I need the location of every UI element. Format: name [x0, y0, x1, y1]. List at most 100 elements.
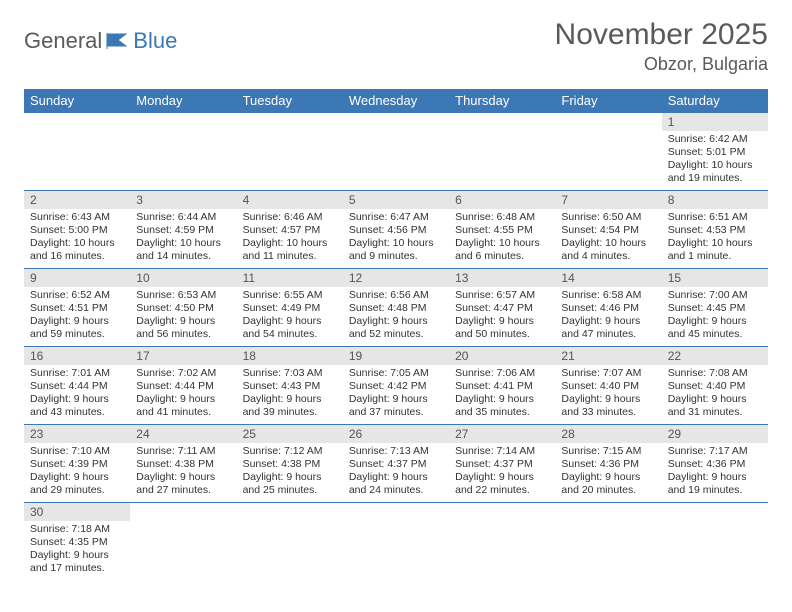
day-number: 21	[555, 347, 661, 365]
calendar-day-cell	[449, 503, 555, 581]
calendar-day-cell: 4Sunrise: 6:46 AMSunset: 4:57 PMDaylight…	[237, 191, 343, 269]
day-number: 4	[237, 191, 343, 209]
calendar-day-cell: 16Sunrise: 7:01 AMSunset: 4:44 PMDayligh…	[24, 347, 130, 425]
day-details: Sunrise: 7:00 AMSunset: 4:45 PMDaylight:…	[662, 287, 768, 346]
calendar-day-cell	[343, 503, 449, 581]
daylight-text: Daylight: 9 hours and 52 minutes.	[349, 315, 443, 341]
calendar-day-cell: 27Sunrise: 7:14 AMSunset: 4:37 PMDayligh…	[449, 425, 555, 503]
daylight-text: Daylight: 9 hours and 47 minutes.	[561, 315, 655, 341]
day-details: Sunrise: 7:06 AMSunset: 4:41 PMDaylight:…	[449, 365, 555, 424]
sunset-text: Sunset: 4:59 PM	[136, 224, 230, 237]
sunset-text: Sunset: 4:44 PM	[30, 380, 124, 393]
sunset-text: Sunset: 4:37 PM	[455, 458, 549, 471]
day-number: 22	[662, 347, 768, 365]
sunset-text: Sunset: 4:51 PM	[30, 302, 124, 315]
calendar-day-cell: 24Sunrise: 7:11 AMSunset: 4:38 PMDayligh…	[130, 425, 236, 503]
daylight-text: Daylight: 10 hours and 1 minute.	[668, 237, 762, 263]
calendar-week-row: 23Sunrise: 7:10 AMSunset: 4:39 PMDayligh…	[24, 425, 768, 503]
calendar-day-cell: 29Sunrise: 7:17 AMSunset: 4:36 PMDayligh…	[662, 425, 768, 503]
daylight-text: Daylight: 9 hours and 22 minutes.	[455, 471, 549, 497]
calendar-day-cell: 7Sunrise: 6:50 AMSunset: 4:54 PMDaylight…	[555, 191, 661, 269]
daylight-text: Daylight: 9 hours and 33 minutes.	[561, 393, 655, 419]
calendar-day-cell: 5Sunrise: 6:47 AMSunset: 4:56 PMDaylight…	[343, 191, 449, 269]
daylight-text: Daylight: 10 hours and 16 minutes.	[30, 237, 124, 263]
calendar-body: 1Sunrise: 6:42 AMSunset: 5:01 PMDaylight…	[24, 113, 768, 581]
sunrise-text: Sunrise: 6:55 AM	[243, 289, 337, 302]
header: General Blue November 2025 Obzor, Bulgar…	[24, 18, 768, 75]
sunrise-text: Sunrise: 6:47 AM	[349, 211, 443, 224]
sunrise-text: Sunrise: 7:06 AM	[455, 367, 549, 380]
weekday-header: Tuesday	[237, 89, 343, 113]
day-details: Sunrise: 7:13 AMSunset: 4:37 PMDaylight:…	[343, 443, 449, 502]
weekday-header: Sunday	[24, 89, 130, 113]
day-details: Sunrise: 6:53 AMSunset: 4:50 PMDaylight:…	[130, 287, 236, 346]
sunset-text: Sunset: 4:57 PM	[243, 224, 337, 237]
sunset-text: Sunset: 4:40 PM	[561, 380, 655, 393]
day-number: 9	[24, 269, 130, 287]
title-block: November 2025 Obzor, Bulgaria	[555, 18, 768, 75]
calendar-day-cell: 11Sunrise: 6:55 AMSunset: 4:49 PMDayligh…	[237, 269, 343, 347]
calendar-day-cell: 28Sunrise: 7:15 AMSunset: 4:36 PMDayligh…	[555, 425, 661, 503]
daylight-text: Daylight: 10 hours and 6 minutes.	[455, 237, 549, 263]
day-number: 12	[343, 269, 449, 287]
sunset-text: Sunset: 4:35 PM	[30, 536, 124, 549]
day-details: Sunrise: 6:51 AMSunset: 4:53 PMDaylight:…	[662, 209, 768, 268]
weekday-header: Friday	[555, 89, 661, 113]
sunrise-text: Sunrise: 7:00 AM	[668, 289, 762, 302]
sunset-text: Sunset: 4:39 PM	[30, 458, 124, 471]
day-details: Sunrise: 7:02 AMSunset: 4:44 PMDaylight:…	[130, 365, 236, 424]
weekday-header: Thursday	[449, 89, 555, 113]
calendar-day-cell: 23Sunrise: 7:10 AMSunset: 4:39 PMDayligh…	[24, 425, 130, 503]
calendar-week-row: 9Sunrise: 6:52 AMSunset: 4:51 PMDaylight…	[24, 269, 768, 347]
day-details: Sunrise: 7:07 AMSunset: 4:40 PMDaylight:…	[555, 365, 661, 424]
sunset-text: Sunset: 4:41 PM	[455, 380, 549, 393]
day-details: Sunrise: 6:44 AMSunset: 4:59 PMDaylight:…	[130, 209, 236, 268]
sunrise-text: Sunrise: 7:11 AM	[136, 445, 230, 458]
sunrise-text: Sunrise: 6:51 AM	[668, 211, 762, 224]
day-details: Sunrise: 6:48 AMSunset: 4:55 PMDaylight:…	[449, 209, 555, 268]
day-details: Sunrise: 7:08 AMSunset: 4:40 PMDaylight:…	[662, 365, 768, 424]
sunrise-text: Sunrise: 6:50 AM	[561, 211, 655, 224]
day-number: 5	[343, 191, 449, 209]
location-label: Obzor, Bulgaria	[555, 54, 768, 75]
day-number: 23	[24, 425, 130, 443]
day-details: Sunrise: 6:43 AMSunset: 5:00 PMDaylight:…	[24, 209, 130, 268]
day-number: 25	[237, 425, 343, 443]
sunrise-text: Sunrise: 7:01 AM	[30, 367, 124, 380]
calendar-day-cell: 3Sunrise: 6:44 AMSunset: 4:59 PMDaylight…	[130, 191, 236, 269]
daylight-text: Daylight: 9 hours and 17 minutes.	[30, 549, 124, 575]
day-details: Sunrise: 6:46 AMSunset: 4:57 PMDaylight:…	[237, 209, 343, 268]
sunset-text: Sunset: 4:38 PM	[243, 458, 337, 471]
sunset-text: Sunset: 4:56 PM	[349, 224, 443, 237]
day-number: 27	[449, 425, 555, 443]
day-details: Sunrise: 6:56 AMSunset: 4:48 PMDaylight:…	[343, 287, 449, 346]
sunset-text: Sunset: 4:40 PM	[668, 380, 762, 393]
day-number: 15	[662, 269, 768, 287]
daylight-text: Daylight: 9 hours and 35 minutes.	[455, 393, 549, 419]
day-number: 19	[343, 347, 449, 365]
sunset-text: Sunset: 4:48 PM	[349, 302, 443, 315]
calendar-day-cell: 20Sunrise: 7:06 AMSunset: 4:41 PMDayligh…	[449, 347, 555, 425]
day-details: Sunrise: 7:17 AMSunset: 4:36 PMDaylight:…	[662, 443, 768, 502]
day-number: 7	[555, 191, 661, 209]
sunset-text: Sunset: 4:49 PM	[243, 302, 337, 315]
daylight-text: Daylight: 9 hours and 29 minutes.	[30, 471, 124, 497]
daylight-text: Daylight: 9 hours and 19 minutes.	[668, 471, 762, 497]
calendar-day-cell: 6Sunrise: 6:48 AMSunset: 4:55 PMDaylight…	[449, 191, 555, 269]
daylight-text: Daylight: 9 hours and 56 minutes.	[136, 315, 230, 341]
calendar-table: Sunday Monday Tuesday Wednesday Thursday…	[24, 89, 768, 581]
day-number: 28	[555, 425, 661, 443]
calendar-day-cell: 30Sunrise: 7:18 AMSunset: 4:35 PMDayligh…	[24, 503, 130, 581]
page-title: November 2025	[555, 18, 768, 52]
day-details: Sunrise: 7:03 AMSunset: 4:43 PMDaylight:…	[237, 365, 343, 424]
day-details: Sunrise: 6:58 AMSunset: 4:46 PMDaylight:…	[555, 287, 661, 346]
sunrise-text: Sunrise: 7:08 AM	[668, 367, 762, 380]
daylight-text: Daylight: 9 hours and 45 minutes.	[668, 315, 762, 341]
calendar-day-cell	[130, 113, 236, 191]
calendar-day-cell: 2Sunrise: 6:43 AMSunset: 5:00 PMDaylight…	[24, 191, 130, 269]
sunset-text: Sunset: 4:53 PM	[668, 224, 762, 237]
sunset-text: Sunset: 4:54 PM	[561, 224, 655, 237]
day-number: 1	[662, 113, 768, 131]
day-number: 30	[24, 503, 130, 521]
day-details: Sunrise: 7:14 AMSunset: 4:37 PMDaylight:…	[449, 443, 555, 502]
